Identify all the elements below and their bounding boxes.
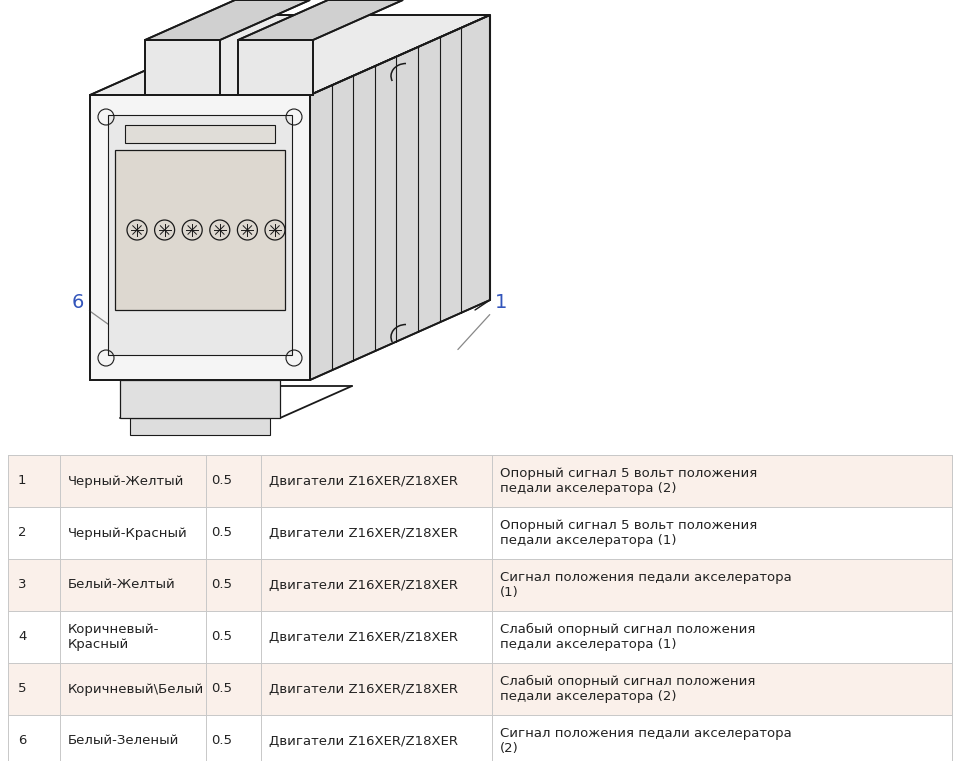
Text: Двигатели Z16XER/Z18XER: Двигатели Z16XER/Z18XER — [269, 578, 458, 591]
Text: Слабый опорный сигнал положения
педали акселератора (1): Слабый опорный сигнал положения педали а… — [500, 623, 756, 651]
Text: Двигатели Z16XER/Z18XER: Двигатели Z16XER/Z18XER — [269, 527, 458, 540]
Text: 0.5: 0.5 — [211, 631, 232, 644]
Text: Черный-Желтый: Черный-Желтый — [68, 475, 184, 488]
Text: Черный-Красный: Черный-Красный — [68, 527, 187, 540]
Bar — [8, 507, 952, 559]
Polygon shape — [238, 0, 403, 40]
Text: 0.5: 0.5 — [211, 683, 232, 696]
Text: Опорный сигнал 5 вольт положения
педали акселератора (1): Опорный сигнал 5 вольт положения педали … — [500, 519, 757, 547]
Polygon shape — [108, 115, 292, 355]
Text: 0.5: 0.5 — [211, 734, 232, 747]
Polygon shape — [115, 150, 285, 310]
Text: Опорный сигнал 5 вольт положения
педали акселератора (2): Опорный сигнал 5 вольт положения педали … — [500, 467, 757, 495]
Text: Коричневый-
Красный: Коричневый- Красный — [68, 623, 159, 651]
Text: 2: 2 — [18, 527, 27, 540]
Bar — [8, 663, 952, 715]
Text: 6: 6 — [72, 293, 140, 347]
Polygon shape — [310, 15, 490, 380]
Polygon shape — [145, 0, 310, 40]
Text: Белый-Желтый: Белый-Желтый — [68, 578, 176, 591]
Text: 1: 1 — [458, 293, 507, 349]
Polygon shape — [145, 40, 220, 95]
Text: 1: 1 — [18, 475, 27, 488]
Text: Двигатели Z16XER/Z18XER: Двигатели Z16XER/Z18XER — [269, 631, 458, 644]
Bar — [8, 715, 952, 761]
Text: Белый-Зеленый: Белый-Зеленый — [68, 734, 180, 747]
Text: 0.5: 0.5 — [211, 475, 232, 488]
Polygon shape — [90, 15, 490, 95]
Text: Сигнал положения педали акселератора
(2): Сигнал положения педали акселератора (2) — [500, 727, 792, 755]
Text: 0.5: 0.5 — [211, 578, 232, 591]
Text: 4: 4 — [18, 631, 26, 644]
Text: Слабый опорный сигнал положения
педали акселератора (2): Слабый опорный сигнал положения педали а… — [500, 675, 756, 703]
Text: Сигнал положения педали акселератора
(1): Сигнал положения педали акселератора (1) — [500, 571, 792, 599]
Text: Двигатели Z16XER/Z18XER: Двигатели Z16XER/Z18XER — [269, 683, 458, 696]
Polygon shape — [238, 40, 313, 95]
Text: 0.5: 0.5 — [211, 527, 232, 540]
Bar — [8, 611, 952, 663]
Polygon shape — [125, 125, 275, 143]
Text: Двигатели Z16XER/Z18XER: Двигатели Z16XER/Z18XER — [269, 734, 458, 747]
Text: 5: 5 — [18, 683, 27, 696]
Text: 6: 6 — [18, 734, 26, 747]
Text: Коричневый\Белый: Коричневый\Белый — [68, 683, 204, 696]
Text: 3: 3 — [18, 578, 27, 591]
Bar — [8, 559, 952, 611]
Polygon shape — [90, 95, 310, 380]
Text: Двигатели Z16XER/Z18XER: Двигатели Z16XER/Z18XER — [269, 475, 458, 488]
Polygon shape — [130, 418, 270, 435]
Polygon shape — [120, 380, 280, 418]
Bar — [8, 455, 952, 507]
